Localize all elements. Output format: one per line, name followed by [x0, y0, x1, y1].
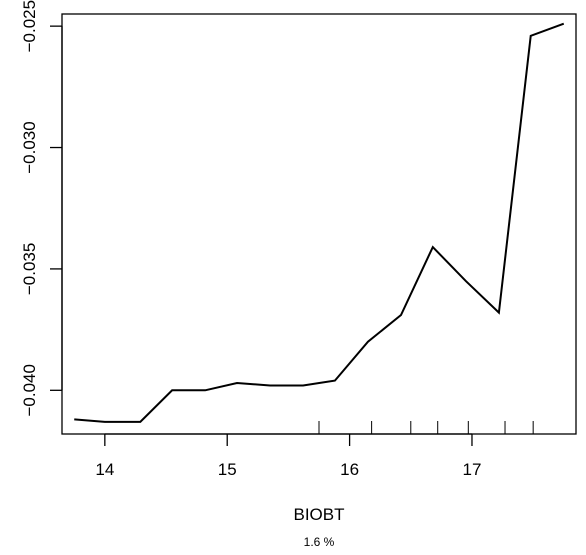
x-axis-title: BIOBT	[293, 505, 344, 524]
x-tick-label: 17	[463, 460, 482, 479]
plot-frame	[61, 13, 577, 435]
x-axis-subtitle: 1.6 %	[304, 535, 335, 549]
x-tick-label: 14	[95, 460, 114, 479]
y-tick-label: −0.025	[20, 0, 39, 52]
y-tick-label: −0.030	[20, 121, 39, 173]
rug-ticks	[318, 421, 534, 434]
x-tick-label: 16	[340, 460, 359, 479]
y-axis: −0.040 −0.035 −0.030 −0.025	[20, 0, 63, 417]
x-tick-label: 15	[218, 460, 237, 479]
y-tick-label: −0.035	[20, 243, 39, 295]
series-line	[74, 22, 565, 423]
y-tick-label: −0.040	[20, 364, 39, 416]
x-axis: 14 15 16 17	[95, 433, 482, 479]
